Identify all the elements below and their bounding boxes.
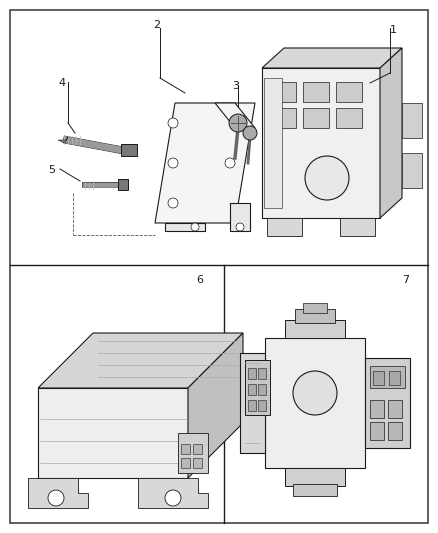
Bar [193, 458, 202, 468]
Polygon shape [38, 333, 243, 388]
Bar [303, 82, 329, 102]
Circle shape [168, 198, 178, 208]
Circle shape [305, 156, 349, 200]
Bar [181, 458, 190, 468]
Bar [370, 400, 384, 418]
Bar [340, 218, 375, 236]
Bar [245, 360, 270, 415]
Bar [293, 484, 337, 496]
Bar [178, 433, 208, 473]
Circle shape [293, 371, 337, 415]
Bar [388, 422, 402, 440]
Circle shape [191, 223, 199, 231]
Bar [370, 366, 405, 388]
Polygon shape [230, 203, 250, 231]
Polygon shape [165, 223, 205, 231]
Bar [373, 371, 384, 385]
Bar [402, 153, 422, 188]
Text: 3: 3 [232, 81, 239, 91]
Bar [285, 320, 345, 338]
Polygon shape [188, 333, 243, 478]
Bar [270, 82, 296, 102]
Bar [248, 384, 256, 395]
Bar [193, 444, 202, 454]
Circle shape [243, 126, 257, 140]
Bar [248, 368, 256, 379]
Polygon shape [138, 478, 208, 508]
Polygon shape [262, 68, 380, 218]
Polygon shape [38, 388, 188, 478]
Bar [336, 108, 362, 128]
Text: 4: 4 [58, 78, 65, 88]
Bar [370, 422, 384, 440]
Bar [365, 358, 410, 448]
Circle shape [229, 114, 247, 132]
Circle shape [165, 490, 181, 506]
Circle shape [236, 223, 244, 231]
Polygon shape [262, 48, 402, 68]
Bar [265, 338, 365, 468]
Bar [389, 371, 400, 385]
Bar [258, 384, 266, 395]
Circle shape [168, 118, 178, 128]
Bar [295, 309, 335, 323]
Text: 7: 7 [402, 275, 409, 285]
Bar [285, 468, 345, 486]
Bar [388, 400, 402, 418]
Bar [303, 303, 327, 313]
Text: 2: 2 [153, 20, 160, 30]
Bar [118, 179, 128, 190]
Bar [121, 144, 137, 157]
Bar [336, 82, 362, 102]
Bar [258, 368, 266, 379]
Bar [248, 400, 256, 411]
Polygon shape [58, 137, 68, 143]
Polygon shape [240, 353, 265, 453]
Text: 1: 1 [390, 25, 397, 35]
Bar [402, 103, 422, 138]
Circle shape [48, 490, 64, 506]
Bar [303, 108, 329, 128]
Bar [181, 444, 190, 454]
Text: 6: 6 [196, 275, 203, 285]
Bar [264, 78, 282, 208]
Bar [258, 400, 266, 411]
Polygon shape [380, 48, 402, 218]
Polygon shape [155, 103, 255, 223]
Text: 5: 5 [48, 165, 55, 175]
Polygon shape [28, 478, 88, 508]
Bar [267, 218, 302, 236]
Circle shape [168, 158, 178, 168]
Polygon shape [215, 103, 255, 128]
Circle shape [225, 158, 235, 168]
Bar [270, 108, 296, 128]
